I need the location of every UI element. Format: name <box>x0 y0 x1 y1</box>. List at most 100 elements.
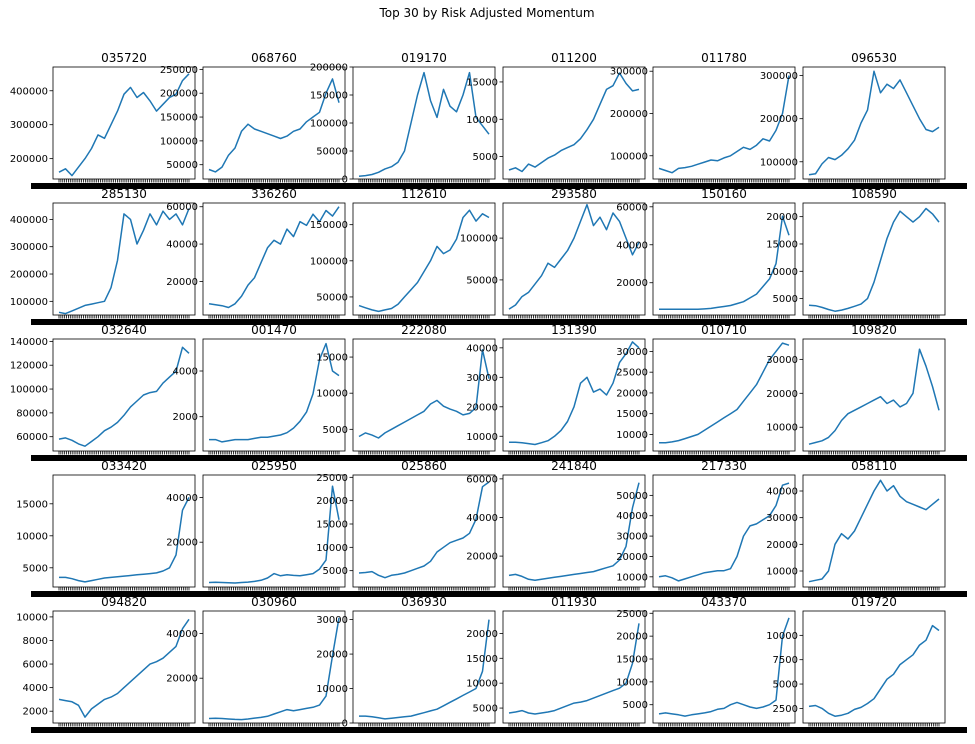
y-tick-label: 200000 <box>760 114 798 125</box>
y-tick-label: 60000 <box>616 202 648 213</box>
x-tick-clutter <box>781 451 967 461</box>
price-line <box>58 208 190 315</box>
y-tick-label: 10000 <box>316 684 348 695</box>
y-tick-label: 140000 <box>10 337 48 348</box>
subplot-title: 108590 <box>851 187 897 201</box>
subplot-title: 096530 <box>851 51 897 65</box>
y-tick-label: 15000 <box>316 353 348 364</box>
subplot-title: 217330 <box>701 459 747 473</box>
y-tick-label: 5000 <box>473 704 498 715</box>
axes-frame <box>202 474 346 588</box>
subplot-019170: 019170 0 50000 100000 150000 200000 <box>310 51 517 189</box>
subplot-150160: 150160 20000 40000 60000 <box>616 187 817 325</box>
price-line <box>208 617 340 721</box>
y-tick-label: 20000 <box>616 632 648 643</box>
y-tick-label: 100000 <box>610 151 648 162</box>
y-tick-label: 20000 <box>466 552 498 563</box>
axes-frame <box>502 338 646 452</box>
y-tick-label: 400000 <box>10 86 48 97</box>
y-tick-label: 10000 <box>316 389 348 400</box>
y-tick-label: 20000 <box>766 212 798 223</box>
price-line <box>208 485 340 584</box>
subplot-011780: 011780 100000 200000 300000 <box>610 51 817 189</box>
y-tick-label: 20000 <box>166 538 198 549</box>
axes-frame <box>652 66 796 180</box>
y-tick-label: 30000 <box>466 373 498 384</box>
price-line <box>58 73 190 177</box>
axes-frame <box>202 66 346 180</box>
subplot-036930: 036930 0 10000 20000 30000 <box>316 595 517 733</box>
price-line <box>658 75 790 174</box>
axes-frame <box>502 66 646 180</box>
y-tick-label: 10000 <box>466 115 498 126</box>
y-tick-label: 5000 <box>323 425 348 436</box>
y-tick-label: 200000 <box>10 154 48 165</box>
y-tick-label: 20000 <box>766 389 798 400</box>
y-tick-label: 10000 <box>616 677 648 688</box>
y-tick-label: 30000 <box>766 355 798 366</box>
y-tick-label: 40000 <box>766 487 798 498</box>
subplot-035720: 035720 200000 300000 400000 <box>10 51 217 189</box>
y-tick-label: 5000 <box>623 700 648 711</box>
axes-frame <box>52 474 196 588</box>
price-line <box>209 342 340 443</box>
price-line <box>808 348 940 445</box>
y-tick-label: 100000 <box>160 136 198 147</box>
y-tick-label: 200000 <box>310 63 348 74</box>
subplot-293580: 293580 50000 100000 <box>460 187 667 325</box>
y-tick-label: 5000 <box>773 680 798 691</box>
axes-frame <box>352 338 496 452</box>
y-tick-label: 25000 <box>616 609 648 620</box>
y-tick-label: 50000 <box>166 160 198 171</box>
price-line <box>58 346 190 447</box>
subplot-336260: 336260 20000 40000 60000 <box>166 187 367 325</box>
y-tick-label: 15000 <box>616 409 648 420</box>
axes-frame <box>352 474 496 588</box>
subplot-title: 241840 <box>551 459 597 473</box>
price-line <box>659 342 790 444</box>
x-tick-clutter <box>481 315 667 325</box>
axes-frame <box>652 474 796 588</box>
subplot-131390: 131390 10000 20000 30000 40000 <box>466 323 667 461</box>
x-tick-clutter <box>631 723 817 733</box>
y-tick-label: 60000 <box>466 474 498 485</box>
y-tick-label: 80000 <box>16 408 48 419</box>
x-tick-clutter <box>31 179 217 189</box>
x-tick-clutter <box>631 179 817 189</box>
subplot-222080: 222080 5000 10000 15000 <box>316 323 517 461</box>
y-tick-label: 2500 <box>773 704 798 715</box>
price-line <box>508 623 640 715</box>
subplot-title: 010710 <box>701 323 747 337</box>
subplot-title: 033420 <box>101 459 147 473</box>
subplot-011930: 011930 5000 10000 15000 20000 <box>466 595 667 733</box>
price-line <box>808 207 940 312</box>
y-tick-label: 40000 <box>166 240 198 251</box>
price-line <box>208 78 340 173</box>
axes-frame <box>352 202 496 316</box>
price-line <box>358 209 490 313</box>
subplot-108590: 108590 5000 10000 15000 20000 <box>766 187 967 325</box>
axes-frame <box>802 474 946 588</box>
y-tick-label: 2000 <box>23 707 48 718</box>
x-tick-clutter <box>181 315 367 325</box>
axes-frame <box>652 202 796 316</box>
y-tick-label: 6000 <box>23 660 48 671</box>
y-tick-label: 10000 <box>316 543 348 554</box>
subplot-068760: 068760 50000 100000 150000 200000 250000 <box>160 51 367 189</box>
y-tick-label: 30000 <box>616 347 648 358</box>
axes-frame <box>52 202 196 316</box>
subplot-title: 112610 <box>401 187 447 201</box>
y-tick-label: 250000 <box>160 65 198 76</box>
y-tick-label: 2000 <box>173 412 198 423</box>
y-tick-label: 5000 <box>323 566 348 577</box>
x-tick-clutter <box>781 315 967 325</box>
y-tick-label: 40000 <box>466 513 498 524</box>
axes-frame <box>352 610 496 724</box>
subplot-title: 109820 <box>851 323 897 337</box>
subplot-025860: 025860 5000 10000 15000 20000 25000 <box>316 459 517 597</box>
axes-frame <box>652 338 796 452</box>
y-tick-label: 20000 <box>616 278 648 289</box>
subplot-011200: 011200 5000 10000 15000 <box>466 51 667 189</box>
price-line <box>509 341 640 446</box>
x-tick-clutter <box>481 179 667 189</box>
